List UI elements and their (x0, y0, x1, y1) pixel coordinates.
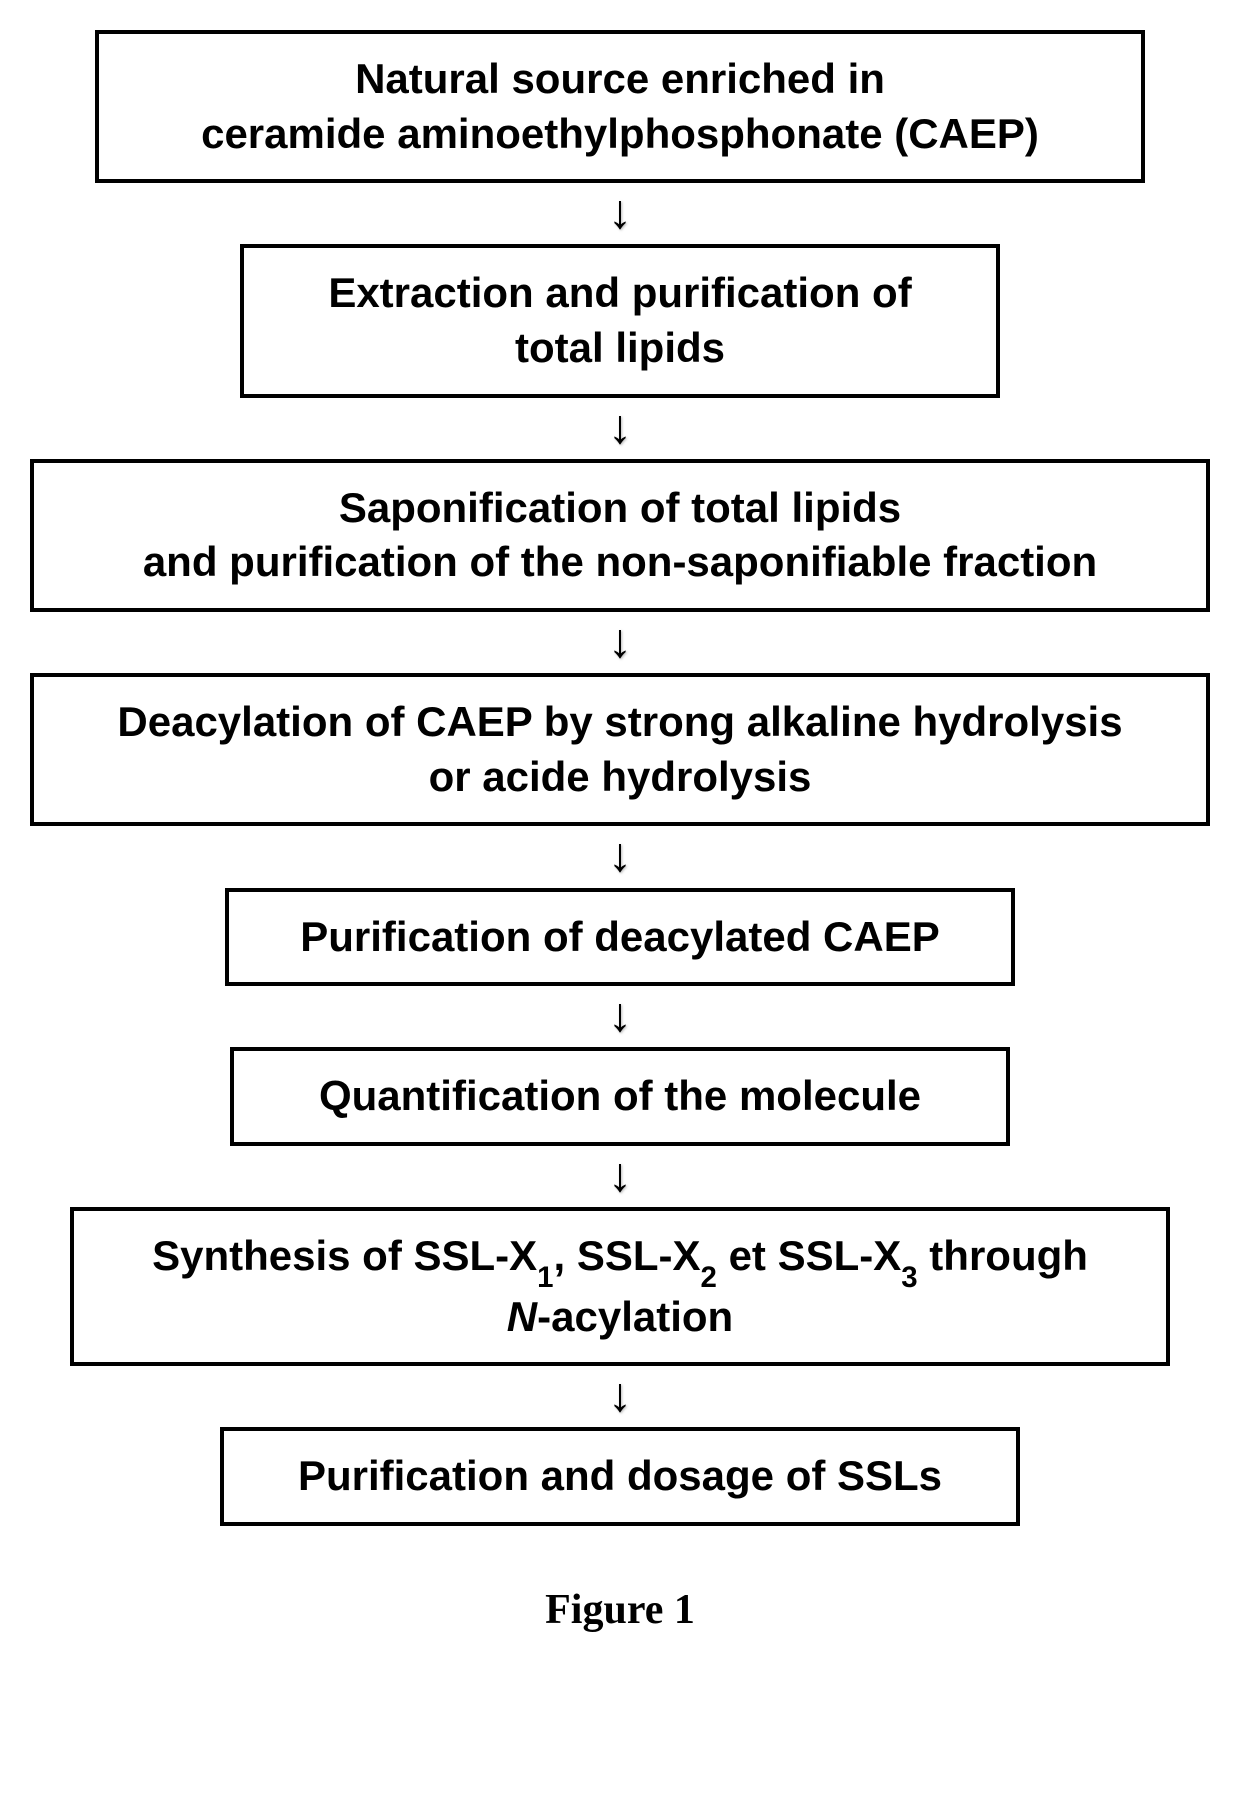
flow-node-8: Purification and dosage of SSLs (220, 1427, 1020, 1526)
arrow-icon: ↓ (608, 994, 632, 1037)
arrow-icon: ↓ (608, 834, 632, 877)
flow-node-4: Deacylation of CAEP by strong alkaline h… (30, 673, 1210, 826)
flow-node-1: Natural source enriched in ceramide amin… (95, 30, 1145, 183)
node-line: Purification and dosage of SSLs (298, 1449, 942, 1504)
flow-node-5: Purification of deacylated CAEP (225, 888, 1015, 987)
node-line: Natural source enriched in (355, 52, 885, 107)
node-line: total lipids (515, 321, 725, 376)
node-line: or acide hydrolysis (429, 750, 812, 805)
arrow-icon: ↓ (608, 620, 632, 663)
arrow-icon: ↓ (608, 1374, 632, 1417)
node-line: Deacylation of CAEP by strong alkaline h… (117, 695, 1122, 750)
node-line: Synthesis of SSL-X1, SSL-X2 et SSL-X3 th… (152, 1229, 1088, 1290)
flow-node-2: Extraction and purification of total lip… (240, 244, 1000, 397)
figure-caption: Figure 1 (545, 1586, 695, 1634)
arrow-icon: ↓ (608, 191, 632, 234)
arrow-icon: ↓ (608, 406, 632, 449)
flow-node-6: Quantification of the molecule (230, 1047, 1010, 1146)
arrow-icon: ↓ (608, 1154, 632, 1197)
node-line: ceramide aminoethylphosphonate (CAEP) (201, 107, 1039, 162)
node-line: Purification of deacylated CAEP (300, 910, 939, 965)
node-line: Saponification of total lipids (339, 481, 901, 536)
node-line: N-acylation (507, 1290, 733, 1345)
flow-node-3: Saponification of total lipids and purif… (30, 459, 1210, 612)
node-line: Extraction and purification of (328, 266, 911, 321)
node-line: and purification of the non-saponifiable… (143, 535, 1097, 590)
flow-node-7: Synthesis of SSL-X1, SSL-X2 et SSL-X3 th… (70, 1207, 1170, 1366)
node-line: Quantification of the molecule (319, 1069, 921, 1124)
flowchart-container: Natural source enriched in ceramide amin… (0, 30, 1240, 1526)
